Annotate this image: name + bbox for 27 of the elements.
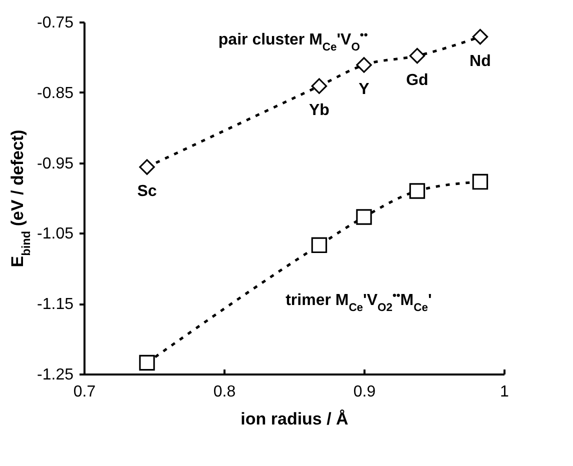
series-label: trimer M$_{Ce}$'V$_{O2}$$^{••}$M$_{Ce}$' (286, 290, 432, 314)
y-tick-label: -1.05 (37, 226, 74, 243)
y-tick-label: -1.15 (37, 296, 74, 314)
point (409, 183, 426, 199)
point (472, 174, 488, 190)
y-tick-label: -0.95 (37, 155, 74, 172)
x-tick-label: 0.7 (73, 384, 96, 400)
y-tick-label: -0.85 (37, 84, 74, 102)
annotation: Nd (470, 52, 491, 70)
x-tick-label: 0.9 (353, 384, 376, 400)
annotation: Gd (406, 72, 428, 89)
x-axis-title: ion radius / Å (240, 410, 348, 428)
point (472, 28, 488, 45)
x-tick-label: 1 (500, 384, 510, 400)
y-tick-label: -0.75 (37, 14, 74, 32)
point (409, 48, 426, 64)
point (356, 57, 372, 73)
annotation: Sc (137, 183, 157, 200)
annotation: Y (358, 80, 370, 98)
point (311, 78, 328, 94)
point (311, 237, 328, 254)
point (356, 209, 372, 225)
x-tick-label: 0.8 (213, 384, 236, 400)
y-tick-label: -1.25 (37, 366, 74, 384)
point (139, 159, 155, 175)
annotation: Yb (308, 102, 330, 120)
point (139, 354, 155, 371)
